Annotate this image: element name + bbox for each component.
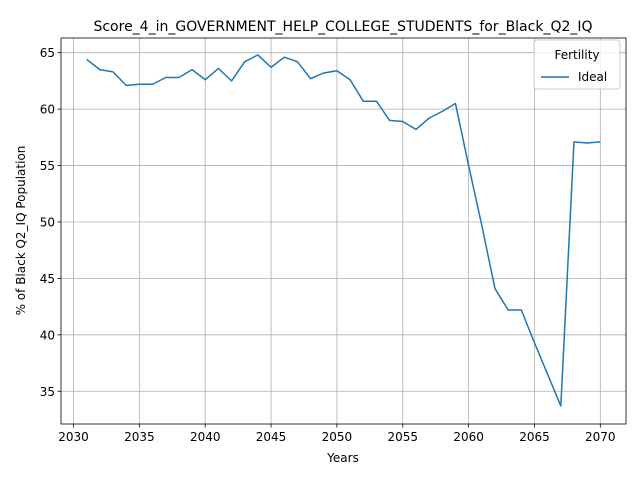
x-tick-label: 2050	[322, 430, 353, 444]
x-tick-label: 2040	[190, 430, 221, 444]
legend: Fertility Ideal	[533, 39, 621, 90]
x-tick-label: 2045	[256, 430, 287, 444]
x-tick-label: 2030	[58, 430, 89, 444]
x-tick-label: 2035	[124, 430, 155, 444]
y-tick-label: 45	[40, 272, 55, 286]
y-tick-label: 55	[40, 159, 55, 173]
chart-title: Score_4_in_GOVERNMENT_HELP_COLLEGE_STUDE…	[93, 19, 592, 35]
series-layer	[86, 54, 601, 407]
legend-label-ideal: Ideal	[578, 70, 607, 84]
y-axis-label: % of Black Q2_IQ Population	[14, 146, 28, 316]
x-tick-label: 2060	[453, 430, 484, 444]
plot-area	[60, 37, 627, 425]
series-line-ideal	[86, 54, 601, 407]
x-axis-label: Years	[326, 451, 359, 465]
x-tick-label: 2055	[387, 430, 418, 444]
legend-title: Fertility	[554, 48, 599, 62]
y-tick-label: 65	[40, 46, 55, 60]
x-tick-label: 2070	[585, 430, 616, 444]
axis-ticks: 2030 2035 2040 2045 2050 2055 2060 2065 2070 35 40…	[40, 46, 616, 444]
y-tick-label: 35	[40, 385, 55, 399]
y-tick-label: 50	[40, 215, 55, 229]
x-tick-label: 2065	[519, 430, 550, 444]
y-tick-label: 40	[40, 328, 55, 342]
y-tick-label: 60	[40, 103, 55, 117]
